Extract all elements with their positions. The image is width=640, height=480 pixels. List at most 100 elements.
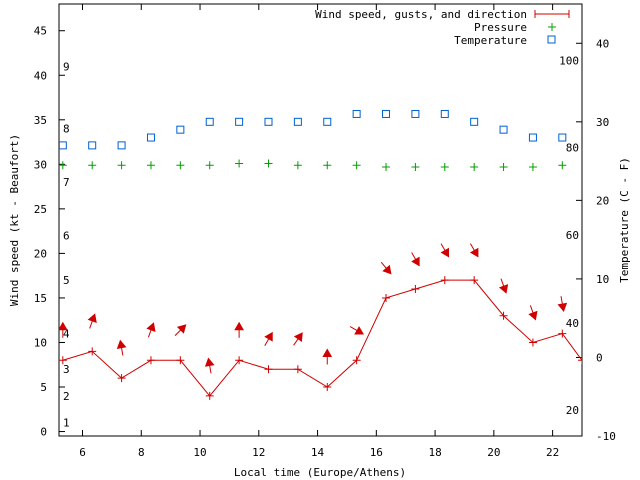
x-axis-label: Local time (Europe/Athens) — [234, 466, 406, 479]
wind-speed-series — [59, 276, 582, 400]
wind-direction-arrow — [528, 305, 538, 321]
legend-pressure-swatch — [548, 23, 556, 31]
y-tick-label: 35 — [34, 114, 47, 127]
x-axis-ticks: 6 8 10 12 14 16 18 20 22 — [79, 4, 559, 459]
legend-wind-label: Wind speed, gusts, and direction — [315, 8, 527, 21]
temperature-point — [440, 109, 449, 118]
wind-direction-arrow — [87, 313, 97, 329]
y2-tick-label: 20 — [596, 194, 609, 207]
y-axis-label: Wind speed (kt - Beaufort) — [8, 134, 21, 306]
wind-direction-arrow — [557, 296, 568, 312]
wind-speed-point — [323, 383, 332, 392]
pressure-series — [59, 159, 567, 172]
beaufort-label: 3 — [63, 363, 70, 376]
wind-speed-point — [558, 329, 567, 338]
beaufort-label: 7 — [63, 176, 70, 189]
temperature-point — [235, 117, 244, 126]
wind-speed-point — [440, 276, 449, 285]
pressure-point — [382, 163, 391, 172]
wind-direction-arrow — [204, 357, 215, 374]
x-tick-label: 8 — [138, 446, 145, 459]
wind-speed-point — [352, 356, 361, 365]
wind-direction-arrow — [380, 261, 392, 275]
y-tick-label: 45 — [34, 25, 47, 38]
x-tick-label: 10 — [193, 446, 206, 459]
y-tick-label: 20 — [34, 247, 47, 260]
x-tick-label: 20 — [487, 446, 500, 459]
fahrenheit-label: 80 — [566, 142, 579, 155]
wind-direction-arrow — [440, 243, 450, 258]
beaufort-scale-labels: 1 2 3 4 5 6 7 8 9 — [63, 60, 70, 429]
pressure-point — [59, 161, 67, 170]
pressure-point — [293, 161, 302, 170]
wind-speed-point — [382, 293, 391, 302]
pressure-point — [264, 159, 273, 168]
y2-tick-label: -10 — [596, 430, 616, 443]
wind-speed-point — [117, 374, 126, 383]
wind-speed-point — [146, 356, 155, 365]
fahrenheit-label: 100 — [559, 55, 579, 68]
beaufort-label: 9 — [63, 60, 70, 73]
temperature-point — [323, 117, 332, 126]
temperature-point — [88, 141, 97, 150]
wind-direction-arrow — [234, 321, 244, 338]
y2-tick-label: 10 — [596, 273, 609, 286]
beaufort-label: 5 — [63, 274, 70, 287]
x-tick-label: 12 — [252, 446, 265, 459]
temperature-point — [59, 141, 67, 150]
y2-axis-label: Temperature (C - F) — [618, 157, 631, 283]
fahrenheit-scale-labels: 20 40 60 80 100 — [559, 55, 579, 418]
legend-temperature-label: Temperature — [454, 34, 527, 47]
wind-direction-arrow — [469, 243, 479, 258]
x-tick-label: 18 — [428, 446, 441, 459]
temperature-point — [176, 125, 185, 134]
pressure-point — [470, 163, 479, 172]
wind-speed-point — [59, 356, 67, 365]
temperature-point — [382, 109, 391, 118]
wind-speed-point — [470, 276, 479, 285]
y-tick-label: 10 — [34, 336, 47, 349]
temperature-point — [470, 117, 479, 126]
wind-speed-point — [293, 365, 302, 374]
y-tick-label: 30 — [34, 158, 47, 171]
temperature-point — [146, 133, 155, 142]
temperature-point — [528, 133, 537, 142]
y-tick-label: 5 — [40, 381, 47, 394]
y2-tick-label: 40 — [596, 37, 609, 50]
wind-speed-point — [176, 356, 185, 365]
pressure-point — [146, 161, 155, 170]
wind-speed-point — [411, 285, 420, 294]
y-tick-label: 25 — [34, 203, 47, 216]
wind-direction-arrow — [322, 348, 333, 365]
legend-pressure-label: Pressure — [474, 21, 527, 34]
fahrenheit-label: 60 — [566, 229, 579, 242]
temperature-point — [264, 117, 273, 126]
pressure-point — [176, 161, 185, 170]
fahrenheit-label: 20 — [566, 404, 579, 417]
beaufort-label: 6 — [63, 230, 70, 243]
y-tick-label: 15 — [34, 292, 47, 305]
legend: Wind speed, gusts, and direction Pressur… — [315, 8, 570, 47]
temperature-point — [352, 109, 361, 118]
temperature-point — [293, 117, 302, 126]
temperature-series — [59, 109, 567, 150]
temperature-point — [411, 109, 420, 118]
pressure-point — [440, 163, 449, 172]
x-tick-label: 22 — [546, 446, 559, 459]
wind-speed-point — [205, 391, 214, 400]
beaufort-label: 1 — [63, 417, 70, 430]
pressure-point — [499, 163, 508, 172]
beaufort-label: 2 — [63, 390, 70, 403]
y-tick-label: 0 — [40, 426, 47, 439]
pressure-point — [558, 161, 567, 170]
legend-wind-swatch — [534, 10, 570, 18]
pressure-point — [235, 159, 244, 168]
pressure-point — [323, 161, 332, 170]
pressure-point — [352, 161, 361, 170]
pressure-point — [88, 161, 97, 170]
legend-temperature-swatch — [547, 35, 556, 44]
plot-frame — [58, 3, 583, 437]
wind-speed-point — [528, 338, 537, 347]
wind-speed-point — [578, 356, 582, 365]
x-tick-label: 6 — [79, 446, 86, 459]
